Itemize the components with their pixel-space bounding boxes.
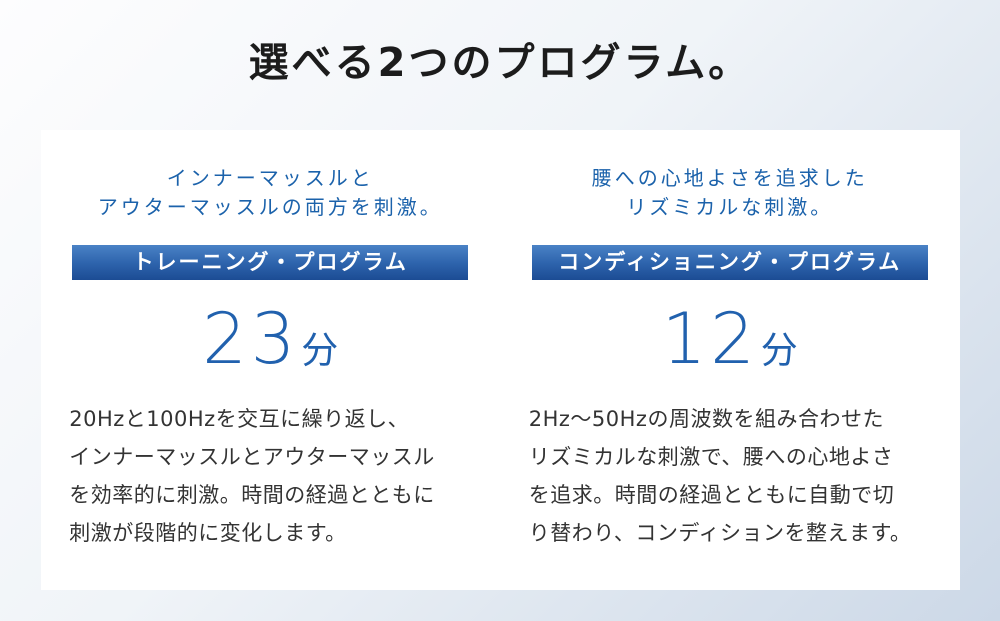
program-duration: 23 分 [202,298,338,386]
duration-value: 23 [202,298,300,380]
program-column-conditioning: 腰への心地よさを追求した リズミカルな刺激。 コンディショニング・プログラム 1… [500,130,960,590]
program-card: インナーマッスルと アウターマッスルの両方を刺激。 トレーニング・プログラム 2… [40,130,960,590]
duration-unit: 分 [301,329,339,372]
promo-page: { "page": { "title": "選べる2つのプログラム。", "co… [0,30,1000,621]
duration-unit: 分 [760,329,798,372]
program-banner: コンディショニング・プログラム [531,245,928,280]
duration-value: 12 [661,298,759,380]
program-subtitle: 腰への心地よさを追求した リズミカルな刺激。 [591,166,868,219]
program-description: 2Hz〜50Hzの周波数を組み合わせた リズミカルな刺激で、腰への心地よさ を追… [528,407,912,545]
program-banner: トレーニング・プログラム [72,245,469,280]
program-duration: 12 分 [662,298,798,386]
program-column-training: インナーマッスルと アウターマッスルの両方を刺激。 トレーニング・プログラム 2… [41,130,501,590]
program-subtitle: インナーマッスルと アウターマッスルの両方を刺激。 [97,166,443,219]
page-title: 選べる2つのプログラム。 [248,40,752,86]
program-description: 20Hzと100Hzを交互に繰り返し、 インナーマッスルとアウターマッスル を効… [69,407,435,545]
